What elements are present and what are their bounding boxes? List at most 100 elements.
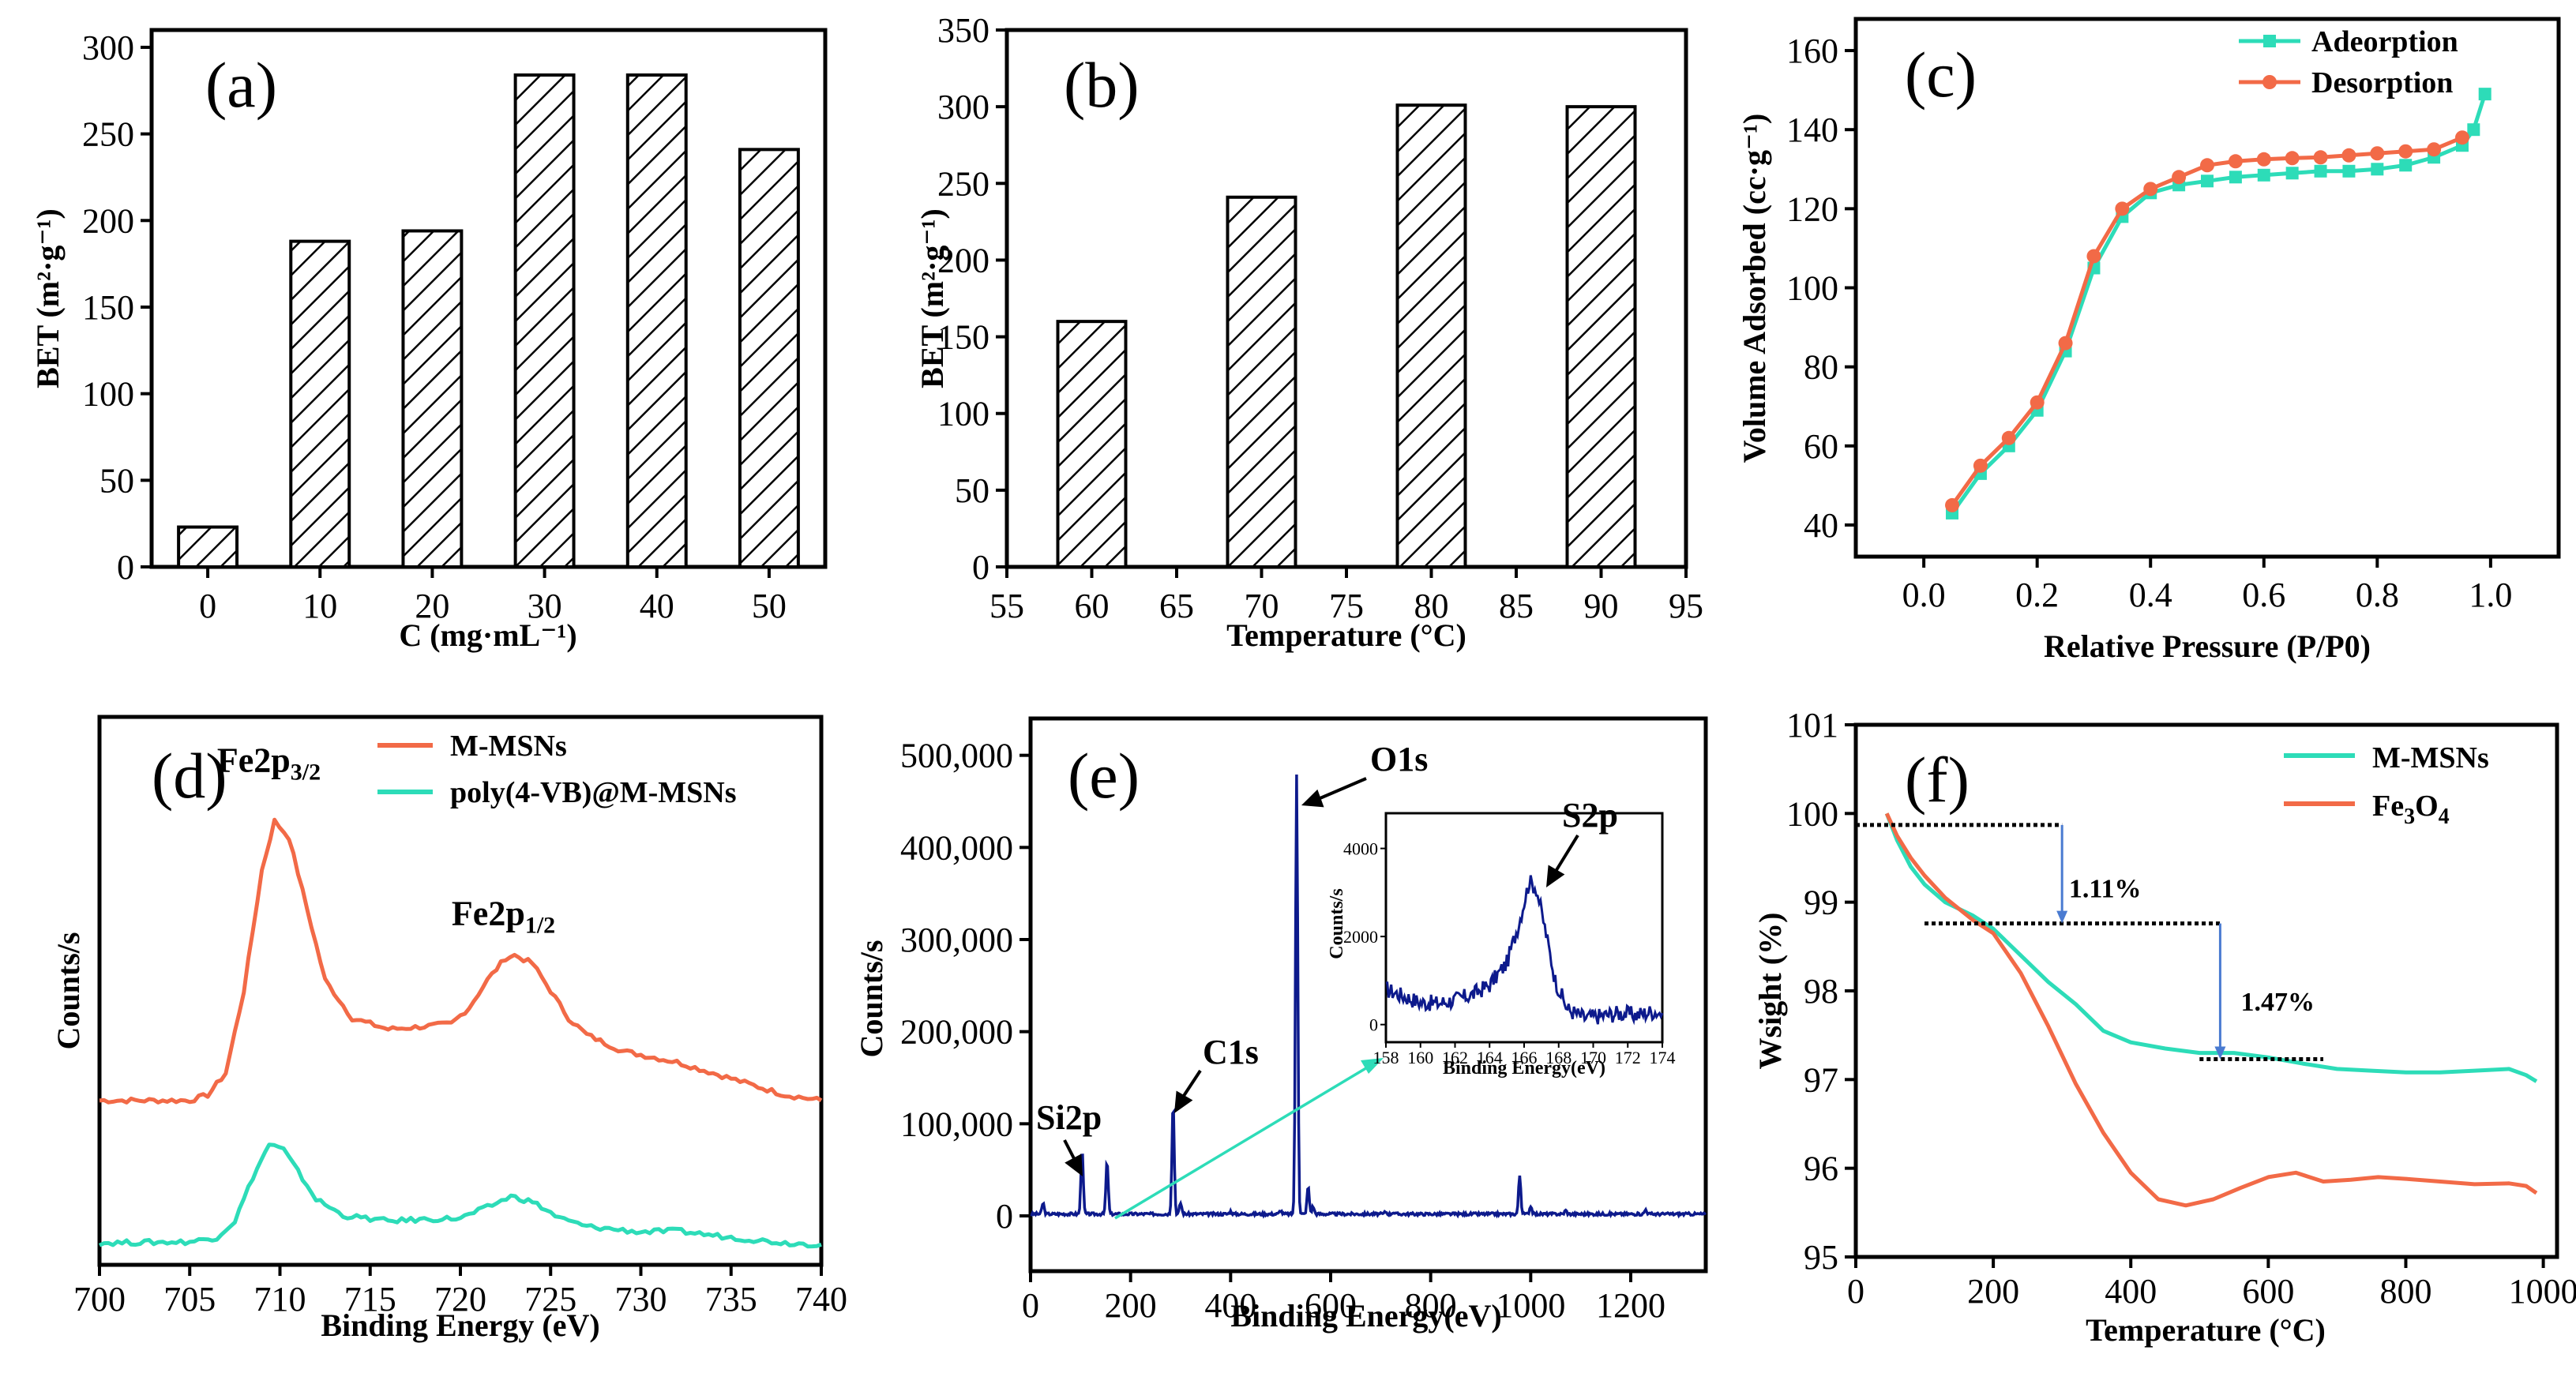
b-bar — [1056, 320, 1128, 568]
d-peak-annotation: Fe2p1/2 — [452, 895, 555, 939]
f-x-tick-label: 200 — [1967, 1272, 2019, 1311]
c-point-adsorption — [2314, 164, 2327, 178]
e-inset-x-tick-label: 164 — [1477, 1048, 1503, 1067]
f-series-line — [1884, 812, 2538, 1208]
e-inset-pointer-line — [1114, 1065, 1369, 1220]
c-point-desorption — [2086, 249, 2101, 264]
d-x-tick-label: 715 — [344, 1280, 396, 1319]
e-y-tick-label: 500,000 — [900, 737, 1013, 775]
d-panel-label: (d) — [152, 740, 227, 812]
e-inset-x-tick-label: 160 — [1407, 1048, 1433, 1067]
panel-e: 0 200 400 600 800 1000 1200 0 100,000 200,000 300,… — [854, 716, 1708, 1334]
f-x-tick-label: 600 — [2242, 1272, 2294, 1311]
e-arrow-head — [1174, 1090, 1193, 1113]
a-ylabel: BET (m²·g⁻¹) — [30, 208, 66, 388]
e-inset-x-tick-label: 158 — [1373, 1048, 1399, 1067]
a-bar — [738, 148, 800, 568]
e-x-tick-label: 0 — [1022, 1286, 1039, 1325]
f-x-tick-label: 400 — [2105, 1272, 2157, 1311]
c-y-tick-label: 120 — [1786, 189, 1838, 228]
c-legend-marker — [2263, 35, 2276, 47]
c-point-adsorption — [2285, 167, 2299, 180]
c-x-tick-label: 0.4 — [2129, 576, 2172, 614]
f-legend-label: M-MSNs — [2372, 741, 2489, 775]
f-arrow-head — [2214, 1046, 2226, 1060]
a-panel-label: (a) — [205, 49, 277, 121]
c-point-desorption — [2001, 430, 2016, 445]
b-x-tick-label: 85 — [1499, 587, 1534, 625]
e-panel-label: (e) — [1068, 740, 1140, 812]
b-x-tick-label: 90 — [1584, 587, 1619, 625]
f-y-tick-label: 95 — [1804, 1238, 1838, 1277]
b-y-tick-label: 100 — [937, 395, 989, 433]
panel-f: 0 200 400 600 800 1000 95 96 97 98 99 100 101 1.11% 1.… — [1752, 706, 2576, 1348]
c-point-desorption — [2427, 142, 2442, 157]
c-point-desorption — [2398, 144, 2413, 159]
e-x-tick-label: 800 — [1405, 1286, 1457, 1325]
f-y-tick-label: 97 — [1804, 1060, 1838, 1099]
a-bar — [401, 229, 464, 568]
e-inset-x-tick-label: 170 — [1580, 1048, 1606, 1067]
c-point-desorption — [2058, 336, 2073, 351]
b-x-tick-label: 95 — [1669, 587, 1703, 625]
c-point-desorption — [2285, 151, 2300, 166]
c-y-tick-label: 60 — [1804, 427, 1838, 466]
a-y-tick-label: 100 — [82, 375, 134, 414]
e-inset-x-tick-label: 168 — [1545, 1048, 1572, 1067]
e-x-tick-label: 200 — [1105, 1286, 1157, 1325]
e-arrow-head — [1301, 789, 1324, 808]
plot-frame — [1028, 716, 1708, 1274]
d-series-line — [99, 817, 823, 1105]
e-inset-y-tick-label: 0 — [1369, 1015, 1378, 1035]
e-y-tick-label: 100,000 — [900, 1105, 1013, 1143]
b-y-tick-label: 350 — [937, 11, 989, 50]
c-point-adsorption — [2201, 174, 2214, 188]
b-bar — [1565, 105, 1637, 568]
c-y-tick-label: 80 — [1804, 348, 1838, 387]
e-y-tick-label: 400,000 — [900, 828, 1013, 867]
c-series-line — [1950, 135, 2463, 507]
e-y-tick-label: 0 — [996, 1197, 1013, 1236]
c-point-desorption — [2030, 395, 2045, 410]
d-legend-label: poly(4-VB)@M-MSNs — [450, 776, 737, 809]
d-legend-label: M-MSNs — [450, 730, 567, 763]
e-inset-ylabel: Counts/s — [1327, 888, 1347, 958]
b-y-tick-label: 0 — [972, 548, 989, 587]
panel-d: 700 705 710 715 720 725 730 735 740 M-MSNs poly(4-… — [51, 715, 847, 1343]
e-xlabel: Binding Energy(eV) — [1230, 1298, 1501, 1334]
c-y-tick-label: 160 — [1786, 32, 1838, 70]
a-y-tick-label: 250 — [82, 115, 134, 154]
e-inset-xlabel: Binding Energy(eV) — [1443, 1058, 1605, 1079]
e-x-tick-label: 400 — [1204, 1286, 1256, 1325]
e-annotation-o1s: O1s — [1370, 740, 1428, 778]
c-point-adsorption — [2229, 171, 2242, 184]
c-point-adsorption — [2342, 164, 2356, 178]
e-annotation-si2p: Si2p — [1036, 1098, 1102, 1137]
f-series-line — [1884, 812, 2538, 1083]
a-x-tick-label: 50 — [752, 587, 787, 625]
a-xlabel: C (mg·mL⁻¹) — [399, 617, 576, 653]
e-x-tick-label: 1200 — [1596, 1286, 1665, 1325]
c-point-adsorption — [2478, 88, 2492, 101]
a-x-tick-label: 0 — [199, 587, 216, 625]
b-bar — [1395, 103, 1467, 568]
a-y-tick-label: 50 — [100, 461, 134, 500]
c-point-desorption — [2115, 201, 2130, 216]
panel-b: 55 60 65 70 75 80 85 90 95 0 50 100 150 200 250 300 350 (… — [914, 11, 1703, 653]
plot-frame — [149, 28, 828, 569]
a-bar — [289, 239, 351, 568]
d-x-tick-label: 700 — [73, 1280, 126, 1319]
f-arrow-head — [2056, 910, 2068, 924]
f-y-tick-label: 100 — [1786, 794, 1838, 833]
c-x-tick-label: 1.0 — [2469, 576, 2512, 614]
c-legend-label: Desorption — [2311, 66, 2453, 99]
b-x-tick-label: 55 — [989, 587, 1024, 625]
c-legend-marker — [2262, 75, 2277, 89]
e-x-tick-label: 1000 — [1496, 1286, 1565, 1325]
f-xlabel: Temperature (°C) — [2086, 1312, 2326, 1348]
a-bar — [177, 525, 239, 569]
c-point-desorption — [2370, 146, 2385, 161]
d-x-tick-label: 740 — [795, 1280, 847, 1319]
c-x-tick-label: 0.8 — [2356, 576, 2399, 614]
